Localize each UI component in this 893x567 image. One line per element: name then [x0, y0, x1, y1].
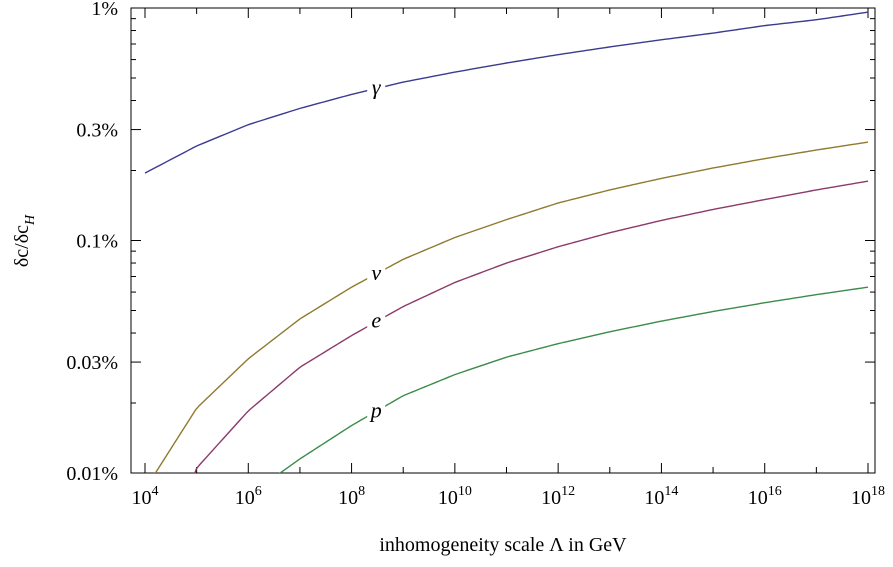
y-tick-label: 0.3%	[76, 120, 118, 142]
x-tick-label: 1016	[748, 484, 782, 509]
series-label-bg	[367, 309, 386, 332]
series-group: γ νe p	[144, 11, 869, 473]
x-tick-label: 1010	[438, 484, 472, 509]
series-label-0: γ	[372, 75, 382, 100]
x-tick-label: 1014	[644, 484, 678, 509]
x-tick-label: 1012	[541, 484, 575, 509]
x-tick-label: 104	[132, 484, 159, 509]
y-axis: 0.01% 0.03% 0.1% 0.3% 1%	[66, 0, 875, 485]
x-tick-label: 108	[338, 484, 365, 509]
y-tick-label: 0.1%	[76, 231, 118, 253]
y-axis-title: δc/δcH	[11, 214, 38, 267]
series-label-1: ν	[371, 260, 381, 285]
x-axis: 104 106 108 1010 1012 1014 1016 1018	[132, 8, 885, 509]
series-line-1	[154, 141, 869, 473]
series-label-3: p	[369, 397, 382, 422]
series-label-bg	[367, 261, 386, 284]
series-label-bg	[367, 399, 386, 422]
series-line-2	[194, 180, 869, 473]
y-tick-label: 1%	[91, 0, 118, 20]
x-tick-label: 106	[235, 484, 262, 509]
y-tick-label: 0.03%	[66, 352, 118, 374]
series-line-3	[278, 286, 869, 473]
x-tick-label: 1018	[851, 484, 885, 509]
plot-frame	[130, 7, 876, 474]
series-line-0	[144, 11, 869, 174]
y-tick-label: 0.01%	[66, 463, 118, 485]
series-label-2: e	[371, 308, 381, 333]
series-label-bg	[367, 76, 386, 99]
x-axis-title: inhomogeneity scale Λ in GeV	[379, 534, 627, 556]
